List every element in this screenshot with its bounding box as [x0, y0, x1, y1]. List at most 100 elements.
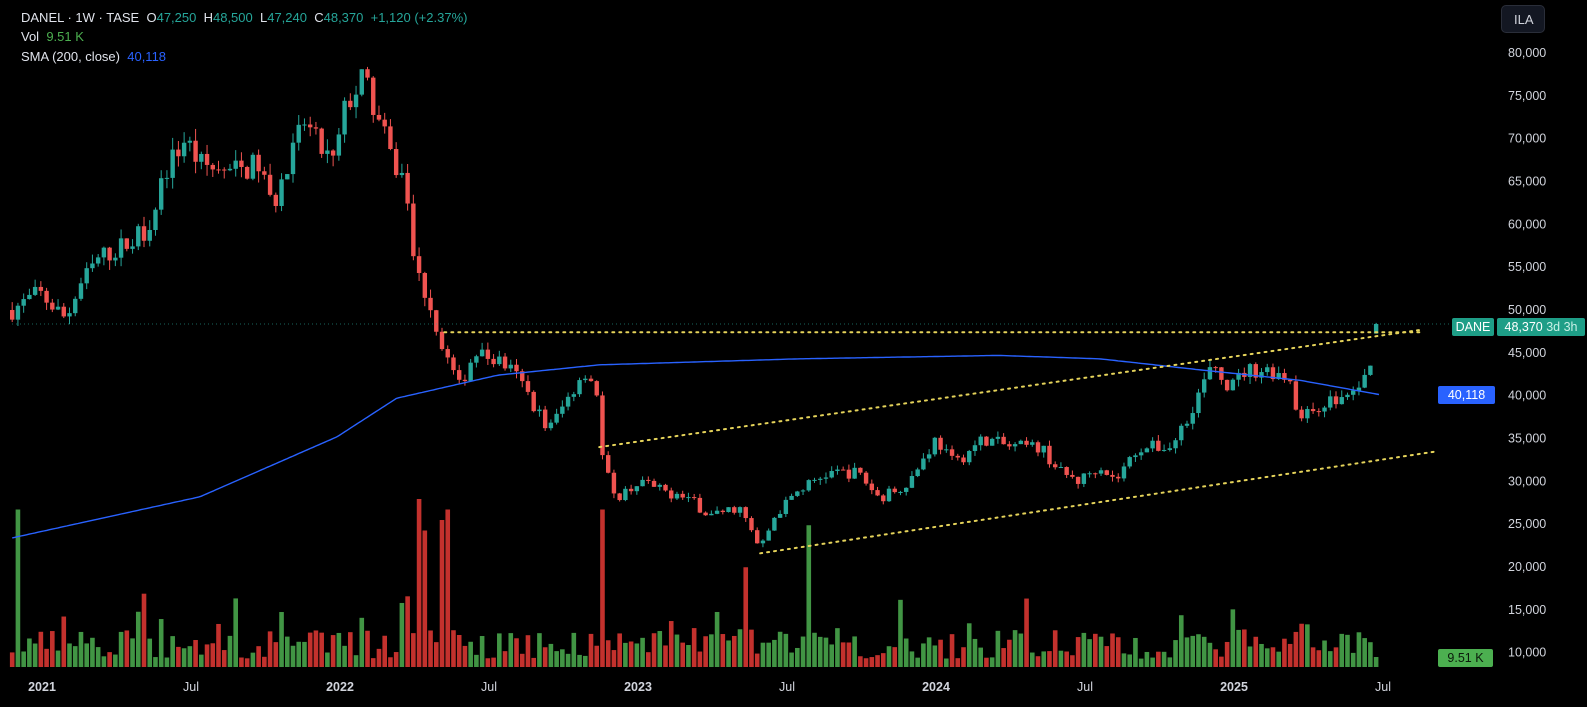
y-tick-label: 30,000: [1508, 474, 1546, 488]
symbol-title[interactable]: DANEL · 1W · TASE: [21, 10, 140, 25]
candle-body: [1373, 323, 1379, 334]
candle-body: [583, 378, 588, 381]
volume-bar: [1173, 640, 1178, 667]
volume-bar: [405, 596, 410, 667]
currency-button[interactable]: ILA: [1501, 5, 1545, 33]
low-value: 47,240: [267, 10, 307, 25]
candle-body: [353, 94, 359, 108]
candle-body: [520, 371, 525, 382]
candle-body: [1293, 381, 1299, 410]
volume-bar: [766, 642, 771, 667]
volume-bar: [949, 634, 955, 667]
volume-bar: [176, 646, 181, 667]
volume-bar: [233, 598, 238, 667]
volume-bar: [474, 654, 479, 667]
candle-body: [1053, 464, 1058, 468]
volume-bar: [737, 629, 743, 667]
candle-body: [691, 497, 697, 499]
candle-body: [840, 469, 846, 471]
volume-bar: [754, 653, 760, 667]
volume-bar: [1356, 632, 1362, 667]
volume-bar: [1224, 641, 1230, 667]
candle-body: [222, 169, 227, 171]
axes: 80,000 75,000 70,000 65,000 60,000 55,000 50,0…: [28, 46, 1546, 694]
candle-body: [1041, 445, 1046, 453]
volume-bar: [84, 643, 89, 667]
volume-bar: [90, 637, 95, 667]
volume-bar: [1184, 637, 1190, 667]
candle-body: [1351, 390, 1356, 395]
volume-bar: [1047, 651, 1052, 667]
volume-bar: [61, 616, 67, 667]
candle-body: [308, 124, 313, 128]
candle-body: [250, 154, 256, 179]
volume-bar: [1052, 630, 1058, 667]
volume-bar: [1156, 651, 1161, 667]
candle-body: [10, 310, 15, 320]
x-tick-label: 2022: [326, 680, 354, 694]
volume-bar: [32, 643, 38, 667]
candle-body: [170, 149, 175, 178]
volume-bar: [955, 658, 961, 667]
candle-body: [38, 286, 44, 291]
volume-bar: [428, 630, 433, 667]
volume-bar: [1178, 615, 1184, 667]
y-tick-label: 20,000: [1508, 560, 1546, 574]
candle-body: [468, 362, 473, 382]
volume-bar: [903, 638, 909, 667]
candle-body: [130, 246, 135, 249]
candle-body: [921, 458, 926, 470]
volume-bar: [1041, 651, 1047, 667]
candle-body: [159, 178, 164, 210]
candle-body: [113, 257, 118, 261]
candle-body: [594, 381, 599, 396]
candle-body: [416, 256, 422, 274]
volume-bar: [38, 631, 44, 667]
candle-body: [955, 455, 960, 458]
y-tick-label: 25,000: [1508, 517, 1546, 531]
volume-bar: [1133, 637, 1138, 667]
volume-bar: [399, 602, 405, 667]
candle-body: [193, 140, 198, 162]
candle-body: [548, 422, 554, 429]
candle-body: [726, 507, 731, 513]
sma-legend[interactable]: SMA (200, close) 40,118: [21, 49, 166, 65]
sma-label: SMA (200, close): [21, 49, 120, 64]
candle-body: [657, 484, 662, 487]
candle-body: [949, 449, 955, 456]
candle-body: [1202, 379, 1207, 393]
volume-bar: [302, 641, 307, 667]
volume-bar: [256, 646, 261, 667]
candle-body: [67, 313, 72, 317]
volume-bar: [1029, 652, 1035, 667]
candle-body: [611, 472, 617, 494]
candle-body: [382, 119, 387, 127]
volume-bar: [995, 630, 1001, 667]
candle-body: [90, 263, 95, 269]
volume-legend[interactable]: Vol 9.51 K: [21, 29, 84, 45]
volume-bar: [984, 657, 989, 667]
candle-body: [187, 140, 193, 143]
candle-body: [600, 395, 605, 456]
sma-value: 40,118: [127, 49, 167, 64]
candle-body: [944, 449, 949, 451]
volume-bar: [101, 656, 107, 667]
candle-body: [73, 298, 78, 314]
volume-bar: [548, 643, 554, 667]
candle-body: [147, 229, 152, 241]
volume-bar: [382, 635, 387, 667]
candle-body: [680, 493, 685, 498]
volume-bar: [130, 638, 135, 667]
volume-bar: [795, 647, 800, 667]
candle-body: [319, 128, 324, 154]
volume-bar: [863, 658, 869, 667]
volume-bar: [875, 655, 880, 667]
candle-body: [181, 142, 187, 157]
candle-body: [439, 331, 445, 350]
candle-body: [1030, 442, 1035, 445]
volume-bar: [370, 658, 376, 667]
candle-body: [348, 100, 353, 108]
volume-bar: [1247, 646, 1253, 667]
volume-bar: [651, 633, 657, 667]
